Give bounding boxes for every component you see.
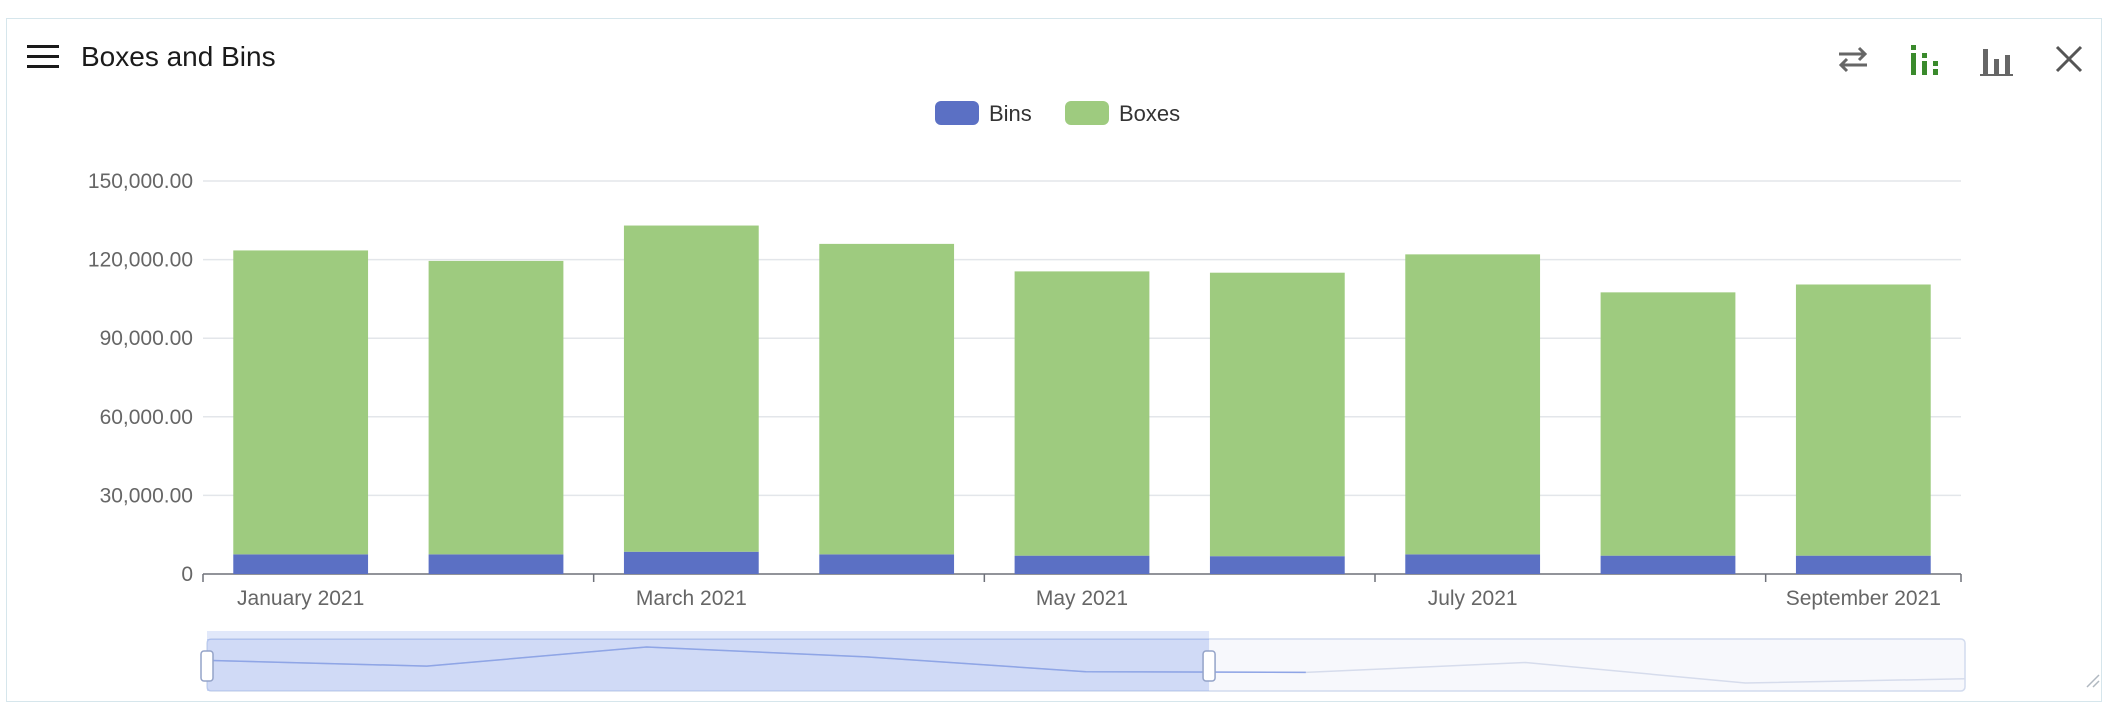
bar-bins-1[interactable] xyxy=(233,554,369,574)
bar-boxes-2[interactable] xyxy=(428,260,564,555)
y-tick-label: 150,000.00 xyxy=(88,170,193,193)
x-tick-label: March 2021 xyxy=(636,587,747,610)
legend-label-boxes[interactable]: Boxes xyxy=(1119,101,1180,126)
stacked-bar-chart: Bins Boxes 0 30,000.00 60,000.00 90,000.00 120… xyxy=(88,101,2100,692)
x-tick-label: September 2021 xyxy=(1786,587,1941,610)
y-tick-label: 0 xyxy=(181,563,193,586)
bar-boxes-9[interactable] xyxy=(1795,284,1931,556)
legend-swatch-bins[interactable] xyxy=(935,101,979,125)
y-tick-label: 30,000.00 xyxy=(100,484,193,507)
page-title: Boxes and Bins xyxy=(81,41,276,72)
chart-card: Boxes and Bins xyxy=(6,18,2102,702)
swap-icon[interactable] xyxy=(1833,39,1873,79)
x-tick-label: July 2021 xyxy=(1428,587,1518,610)
x-tick-label: January 2021 xyxy=(237,587,364,610)
bar-bins-5[interactable] xyxy=(1014,555,1150,574)
stacked-bar-icon[interactable] xyxy=(1905,39,1945,79)
bar-bins-4[interactable] xyxy=(819,554,955,574)
bar-boxes-1[interactable] xyxy=(233,250,369,555)
bar-boxes-7[interactable] xyxy=(1405,254,1541,555)
bar-bins-8[interactable] xyxy=(1600,555,1736,574)
zoom-handle-left[interactable] xyxy=(200,650,214,682)
bar-boxes-3[interactable] xyxy=(623,225,759,552)
card-header: Boxes and Bins xyxy=(7,19,2101,91)
legend-swatch-boxes[interactable] xyxy=(1065,101,1109,125)
bar-bins-6[interactable] xyxy=(1209,556,1345,574)
bar-boxes-4[interactable] xyxy=(819,243,955,555)
bar-chart-icon[interactable] xyxy=(1977,39,2017,79)
y-tick-label: 120,000.00 xyxy=(88,249,193,272)
zoom-handle-right[interactable] xyxy=(1202,650,1216,682)
x-tick-label: May 2021 xyxy=(1036,587,1128,610)
bar-bins-9[interactable] xyxy=(1795,555,1931,574)
resize-grip-icon[interactable] xyxy=(2086,674,2100,688)
bar-boxes-5[interactable] xyxy=(1014,271,1150,556)
y-tick-label: 90,000.00 xyxy=(100,327,193,350)
bar-boxes-6[interactable] xyxy=(1209,272,1345,557)
menu-icon[interactable] xyxy=(27,43,61,71)
bar-bins-3[interactable] xyxy=(623,551,759,574)
zoom-selected-line xyxy=(206,646,1306,674)
bar-bins-7[interactable] xyxy=(1405,554,1541,574)
zoom-move-handle[interactable] xyxy=(207,631,1210,640)
close-icon[interactable] xyxy=(2049,39,2089,79)
bar-bins-2[interactable] xyxy=(428,554,564,574)
legend-label-bins[interactable]: Bins xyxy=(989,101,1032,126)
y-tick-label: 60,000.00 xyxy=(100,406,193,429)
bar-boxes-8[interactable] xyxy=(1600,292,1736,556)
